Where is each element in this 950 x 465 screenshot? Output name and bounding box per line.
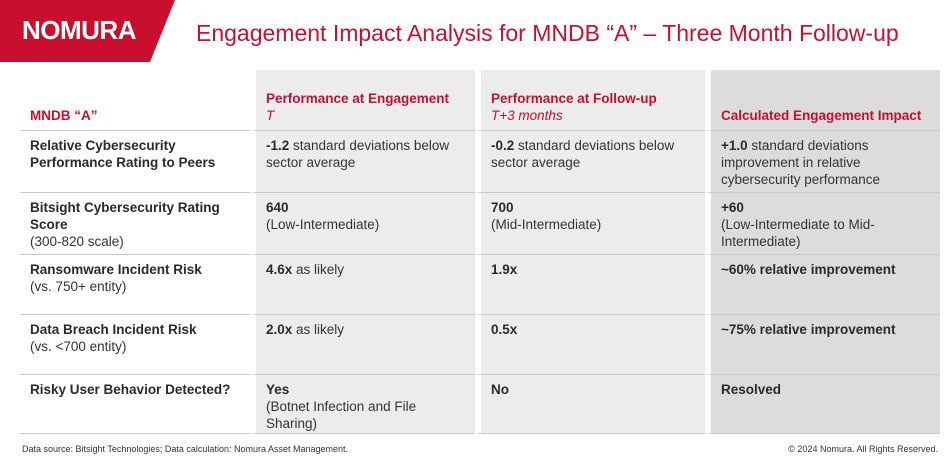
logo: NOMURA xyxy=(0,0,175,62)
cell-line: Yes xyxy=(266,381,467,398)
cell-bold: 4.6x xyxy=(266,262,293,277)
table-cell: -0.2 standard deviations below sector av… xyxy=(475,130,705,192)
data-source: Data source: Bitsight Technologies; Data… xyxy=(22,444,349,454)
header-cell: Performance at Follow-up T+3 months xyxy=(475,70,705,130)
cell-bold: 700 xyxy=(491,200,514,215)
cell-bold: Bitsight Cybersecurity Rating Score xyxy=(30,200,220,232)
cell-bold: Data Breach Incident Risk xyxy=(30,322,197,337)
cell-line: ~60% relative improvement xyxy=(721,261,932,278)
cell-bold: +60 xyxy=(721,200,744,215)
cell-line: Data Breach Incident Risk xyxy=(30,321,242,338)
cell-bold: 2.0x xyxy=(266,322,293,337)
copyright: © 2024 Nomura. All Rights Reserved. xyxy=(788,444,938,454)
cell-line: +1.0 standard deviations improvement in … xyxy=(721,137,932,188)
header-cell: MNDB “A” xyxy=(20,70,250,130)
table-cell: Ransomware Incident Risk (vs. 750+ entity… xyxy=(20,254,250,314)
cell-line: 640 xyxy=(266,199,467,216)
cell-line: No xyxy=(491,381,697,398)
cell-line: 2.0x as likely xyxy=(266,321,467,338)
logo-text: NOMURA xyxy=(22,15,137,45)
column-title: Performance at Engagement xyxy=(266,91,450,106)
cell-note: (Mid-Intermediate) xyxy=(491,217,602,232)
cell-bold: Yes xyxy=(266,382,290,397)
column-subtitle: T+3 months xyxy=(491,108,563,123)
cell-bold: ~75% relative improvement xyxy=(721,322,896,337)
table-cell: Yes (Botnet Infection and File Sharing) xyxy=(250,374,475,434)
table-cell: 1.9x xyxy=(475,254,705,314)
header-cell: Performance at Engagement T xyxy=(250,70,475,130)
cell-text: as likely xyxy=(296,262,345,277)
column-title: Calculated Engagement Impact xyxy=(721,108,922,123)
table-cell: 700 (Mid-Intermediate) xyxy=(475,192,705,254)
cell-text: standard deviations improvement in relat… xyxy=(721,138,881,187)
column-title: Performance at Follow-up xyxy=(491,91,657,106)
cell-line: +60 xyxy=(721,199,932,216)
cell-note: (Low-Intermediate) xyxy=(266,217,380,232)
cell-bold: -0.2 xyxy=(491,138,515,153)
cell-note: (Low-Intermediate to Mid-Intermediate) xyxy=(721,217,875,249)
cell-note: (Botnet Infection and File Sharing) xyxy=(266,399,417,431)
column-title: MNDB “A” xyxy=(30,108,98,123)
header-cell: Calculated Engagement Impact xyxy=(705,70,940,130)
table-cell: ~60% relative improvement xyxy=(705,254,940,314)
table-cell: Data Breach Incident Risk (vs. <700 entit… xyxy=(20,314,250,374)
cell-line: Relative Cybersecurity Performance Ratin… xyxy=(30,137,242,171)
cell-bold: Resolved xyxy=(721,382,782,397)
table-cell: +1.0 standard deviations improvement in … xyxy=(705,130,940,192)
cell-note: (300-820 scale) xyxy=(30,234,124,249)
table-cell: -1.2 standard deviations below sector av… xyxy=(250,130,475,192)
cell-note: (vs. <700 entity) xyxy=(30,339,127,354)
cell-bold: No xyxy=(491,382,509,397)
table-cell: 0.5x xyxy=(475,314,705,374)
table-cell: Risky User Behavior Detected? xyxy=(20,374,250,434)
cell-bold: 640 xyxy=(266,200,289,215)
table-cell: +60 (Low-Intermediate to Mid-Intermediate… xyxy=(705,192,940,254)
cell-bold: -1.2 xyxy=(266,138,290,153)
table-cell: 2.0x as likely xyxy=(250,314,475,374)
table-cell: Bitsight Cybersecurity Rating Score (300-… xyxy=(20,192,250,254)
cell-bold: +1.0 xyxy=(721,138,748,153)
cell-line: Bitsight Cybersecurity Rating Score xyxy=(30,199,242,233)
cell-bold: Risky User Behavior Detected? xyxy=(30,382,231,397)
cell-bold: 1.9x xyxy=(491,262,518,277)
page-title: Engagement Impact Analysis for MNDB “A” … xyxy=(196,20,899,46)
table-cell: Relative Cybersecurity Performance Ratin… xyxy=(20,130,250,192)
cell-line: Resolved xyxy=(721,381,932,398)
cell-bold: Ransomware Incident Risk xyxy=(30,262,202,277)
table-cell: Resolved xyxy=(705,374,940,434)
cell-line: ~75% relative improvement xyxy=(721,321,932,338)
table-cell: 4.6x as likely xyxy=(250,254,475,314)
cell-note: (vs. 750+ entity) xyxy=(30,279,127,294)
table-cell: ~75% relative improvement xyxy=(705,314,940,374)
cell-line: -0.2 standard deviations below sector av… xyxy=(491,137,697,171)
cell-text: standard deviations below sector average xyxy=(491,138,675,170)
cell-line: Risky User Behavior Detected? xyxy=(30,381,242,398)
table-cell: 640 (Low-Intermediate) xyxy=(250,192,475,254)
cell-line: 700 xyxy=(491,199,697,216)
cell-bold: Relative Cybersecurity Performance Ratin… xyxy=(30,138,216,170)
cell-line: Ransomware Incident Risk xyxy=(30,261,242,278)
cell-line: 1.9x xyxy=(491,261,697,278)
column-subtitle: T xyxy=(266,108,275,123)
table-cell: No xyxy=(475,374,705,434)
table: MNDB “A” Performance at Engagement T Perfor… xyxy=(20,70,940,434)
cell-bold: ~60% relative improvement xyxy=(721,262,896,277)
cell-line: 4.6x as likely xyxy=(266,261,467,278)
cell-text: as likely xyxy=(296,322,345,337)
cell-line: -1.2 standard deviations below sector av… xyxy=(266,137,467,171)
cell-bold: 0.5x xyxy=(491,322,518,337)
cell-text: standard deviations below sector average xyxy=(266,138,450,170)
cell-line: 0.5x xyxy=(491,321,697,338)
